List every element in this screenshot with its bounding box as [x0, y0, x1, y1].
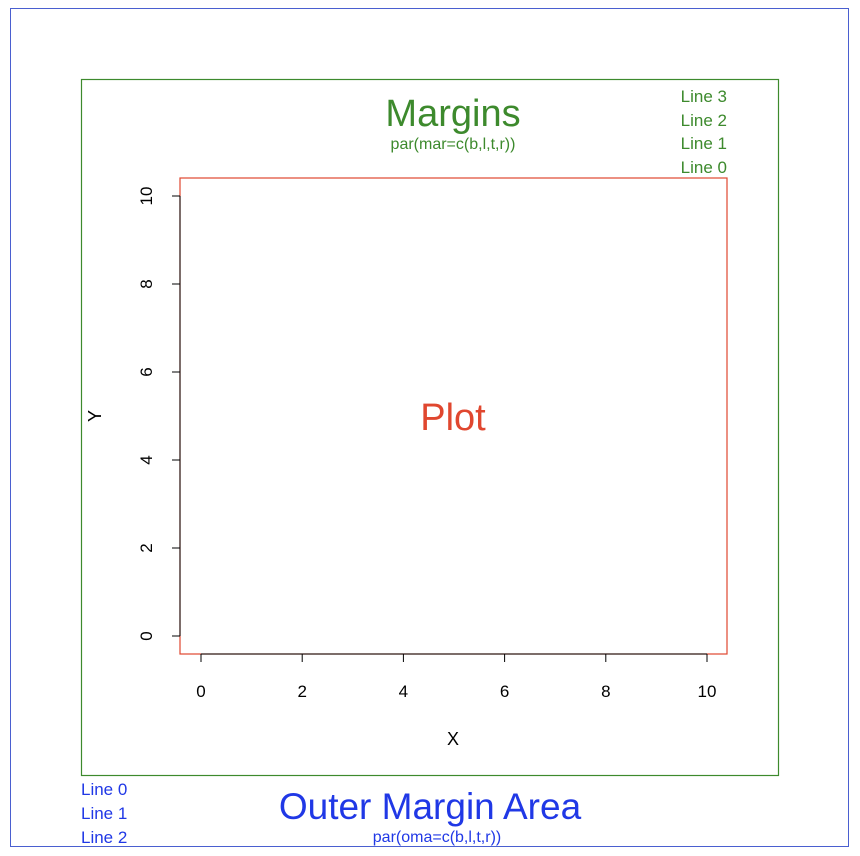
- outer-line-label: Line 0: [81, 780, 127, 799]
- margin-line-label: Line 1: [681, 134, 727, 153]
- x-axis-label: X: [447, 729, 459, 749]
- y-tick-label: 6: [137, 367, 156, 376]
- y-tick-label: 8: [137, 279, 156, 288]
- outer-line-label: Line 2: [81, 828, 127, 847]
- margin-line-label: Line 2: [681, 111, 727, 130]
- x-tick-label: 0: [196, 682, 205, 701]
- x-axis: 0 2 4 6 8 10: [196, 653, 717, 701]
- plot-label: Plot: [420, 397, 486, 439]
- y-tick-label: 0: [137, 631, 156, 640]
- x-tick-label: 10: [698, 682, 717, 701]
- outer-line-label: Line 1: [81, 804, 127, 823]
- y-tick-label: 10: [137, 187, 156, 206]
- x-tick-label: 2: [297, 682, 306, 701]
- margin-line-label: Line 0: [681, 158, 727, 177]
- margins-subtitle: par(mar=c(b,l,t,r)): [391, 136, 516, 153]
- outer-margin-subtitle: par(oma=c(b,l,t,r)): [373, 829, 501, 846]
- x-tick-label: 8: [601, 682, 610, 701]
- y-axis-label: Y: [85, 410, 105, 422]
- outer-margin-title: Outer Margin Area: [279, 786, 582, 827]
- outer-margin-border: [10, 8, 849, 847]
- y-axis: 0 2 4 6 8 10: [137, 187, 181, 641]
- outer-line-labels: Line 0 Line 1 Line 2: [81, 780, 127, 847]
- x-tick-label: 4: [399, 682, 408, 701]
- margin-line-label: Line 3: [681, 87, 727, 106]
- x-tick-label: 6: [500, 682, 509, 701]
- y-tick-label: 4: [137, 455, 156, 464]
- y-tick-label: 2: [137, 543, 156, 552]
- margins-title: Margins: [385, 93, 520, 135]
- margin-line-labels: Line 3 Line 2 Line 1 Line 0: [681, 87, 727, 177]
- margin-region-border: [80, 78, 780, 777]
